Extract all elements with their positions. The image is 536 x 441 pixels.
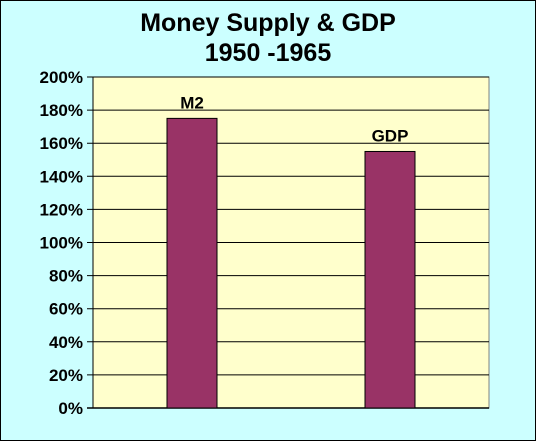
y-tick-label: 200% <box>40 68 83 87</box>
bar-label-gdp: GDP <box>372 126 409 145</box>
y-tick-label: 140% <box>40 167 83 186</box>
bar-gdp <box>364 150 416 409</box>
y-tick-label: 60% <box>49 300 83 319</box>
y-tick-label: 0% <box>58 399 83 418</box>
y-tick-label: 40% <box>49 333 83 352</box>
y-tick-label: 100% <box>40 234 83 253</box>
y-axis-ticks: 0% 20% 40% 60% 80% 100% 120% 140% 160% 180% 200% <box>40 68 83 418</box>
bar-label-m2: M2 <box>180 93 204 112</box>
y-tick-label: 180% <box>40 101 83 120</box>
gridlines <box>87 76 489 409</box>
chart-subtitle: 1950 -1965 <box>204 39 332 67</box>
bar-labels: M2 GDP <box>180 93 408 145</box>
chart-title: Money Supply & GDP <box>140 9 396 37</box>
y-tick-label: 20% <box>49 366 83 385</box>
bar-m2 <box>166 117 218 409</box>
y-tick-label: 80% <box>49 267 83 286</box>
y-tick-label: 120% <box>40 200 83 219</box>
y-tick-label: 160% <box>40 134 83 153</box>
bars <box>166 117 416 409</box>
